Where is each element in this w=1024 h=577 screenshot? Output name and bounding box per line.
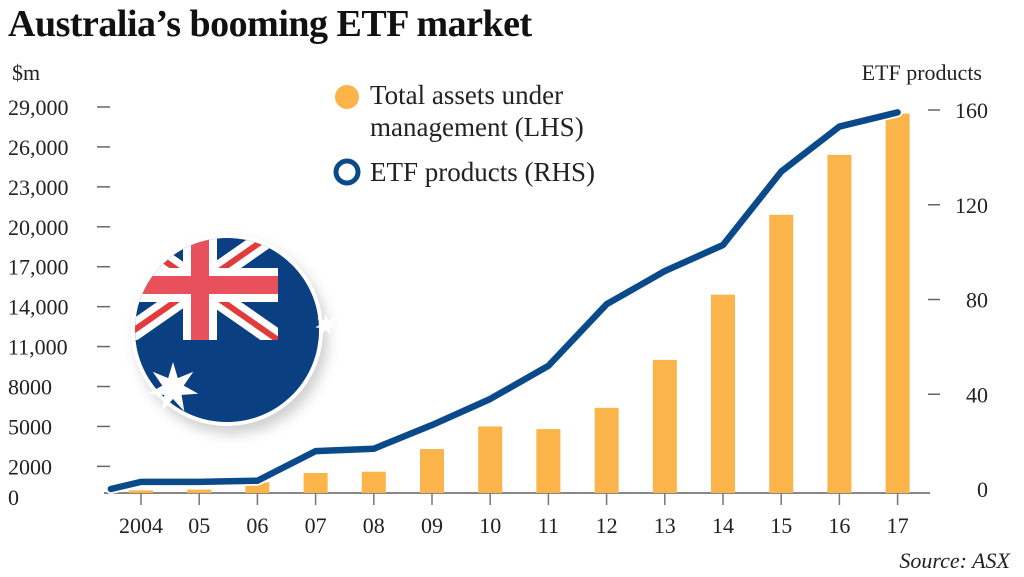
right-tick-label: 80 <box>966 288 988 313</box>
legend-marker-bar <box>335 85 359 109</box>
left-tick-label: 0 <box>8 485 19 510</box>
x-tick-label: 15 <box>770 513 792 538</box>
chart-title: Australia’s booming ETF market <box>8 3 532 45</box>
source-note: Source: ASX <box>899 548 1011 573</box>
left-tick-label: 11,000 <box>8 335 68 360</box>
left-tick-label: 20,000 <box>8 215 69 240</box>
bar-aum-12 <box>594 407 619 493</box>
x-tick-label: 12 <box>596 513 618 538</box>
right-tick-label: 160 <box>955 98 988 123</box>
australian-flag-icon <box>131 234 337 434</box>
x-tick-label: 10 <box>479 513 501 538</box>
x-tick-label: 17 <box>887 513 909 538</box>
x-tick-label: 11 <box>538 513 559 538</box>
right-tick-label: 0 <box>977 477 988 502</box>
bar-aum-10 <box>478 426 503 493</box>
bar-aum-11 <box>536 429 561 493</box>
x-tick-label: 07 <box>305 513 327 538</box>
bar-aum-09 <box>420 449 444 493</box>
left-tick-label: 14,000 <box>8 295 69 320</box>
bar-aum-06 <box>245 482 270 493</box>
bar-aum-07 <box>303 473 328 493</box>
right-tick-label: 120 <box>955 193 988 218</box>
legend: Total assets under management (LHS) ETF … <box>333 80 595 187</box>
left-tick-label: 8000 <box>8 375 52 400</box>
right-axis-label: ETF products <box>862 60 982 85</box>
legend-label-line: ETF products (RHS) <box>370 157 595 187</box>
left-tick-label: 23,000 <box>8 175 69 200</box>
x-tick-label: 2004 <box>119 513 163 538</box>
bar-aum-15 <box>769 214 794 494</box>
x-tick-label: 09 <box>421 513 443 538</box>
left-tick-label: 2000 <box>8 454 52 479</box>
bar-aum-14 <box>711 294 735 493</box>
x-tick-label: 08 <box>363 513 385 538</box>
right-tick-label: 40 <box>966 382 988 407</box>
left-tick-label: 17,000 <box>8 255 69 280</box>
left-tick-label: 26,000 <box>8 135 69 160</box>
x-tick-label: 05 <box>188 513 210 538</box>
bar-aum-08 <box>361 471 386 493</box>
legend-label-bar-2: management (LHS) <box>370 112 584 142</box>
bar-aum-17 <box>885 113 910 493</box>
x-tick-label: 14 <box>712 513 734 538</box>
left-tick-label: 29,000 <box>8 95 69 120</box>
left-axis-label: $m <box>12 60 40 85</box>
bar-aum-13 <box>652 359 677 493</box>
bar-aum-05 <box>187 489 212 493</box>
bar-aum-2004 <box>129 490 153 493</box>
x-tick-label: 13 <box>654 513 676 538</box>
left-tick-label: 5000 <box>8 414 52 439</box>
bar-aum-16 <box>827 154 852 493</box>
legend-label-bar-1: Total assets under <box>370 80 563 110</box>
x-tick-label: 06 <box>246 513 268 538</box>
x-tick-label: 16 <box>828 513 850 538</box>
legend-marker-line <box>333 158 361 186</box>
